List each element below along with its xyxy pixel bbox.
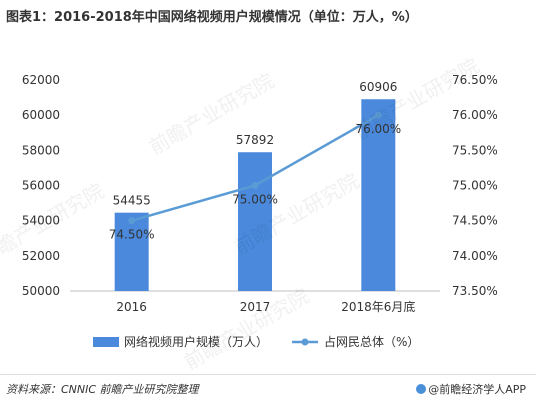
left-axis-tick: 52000: [22, 249, 60, 263]
legend-bar-swatch: [93, 337, 119, 347]
x-axis-tick: 2018年6月底: [341, 299, 415, 314]
left-axis-tick: 60000: [22, 108, 60, 122]
line-point: [128, 217, 136, 225]
source-note: 资料来源：CNNIC 前瞻产业研究院整理: [6, 383, 199, 396]
brand-credit: @前瞻经济学人APP: [416, 381, 526, 397]
left-axis-tick: 50000: [22, 284, 60, 298]
bar-value-label: 60906: [359, 80, 397, 94]
right-axis-tick: 76.50%: [452, 73, 498, 87]
bar-value-label: 57892: [236, 133, 274, 147]
line-value-label: 75.00%: [232, 193, 278, 207]
right-axis-tick: 75.00%: [452, 179, 498, 193]
right-axis-tick: 74.00%: [452, 249, 498, 263]
right-axis-tick: 76.00%: [452, 108, 498, 122]
chart-title: 图表1：2016-2018年中国网络视频用户规模情况（单位：万人，%）: [6, 10, 418, 25]
right-axis-tick: 75.50%: [452, 143, 498, 157]
legend-line-label: 占网民总体（%）: [324, 334, 419, 349]
bar: [238, 152, 272, 291]
brand-text: @前瞻经济学人APP: [428, 383, 526, 396]
watermark: 前瞻产业研究院: [350, 54, 483, 145]
x-axis-tick: 2017: [240, 300, 271, 314]
line-value-label: 74.50%: [109, 228, 155, 242]
line-value-label: 76.00%: [355, 122, 401, 136]
legend-line-marker: [301, 338, 309, 346]
left-axis-tick: 62000: [22, 73, 60, 87]
line-point: [251, 182, 259, 189]
left-axis-tick: 58000: [22, 143, 60, 157]
x-axis-tick: 2016: [116, 300, 147, 314]
brand-logo-icon: [416, 384, 427, 394]
bar: [114, 212, 149, 291]
right-axis-tick: 74.50%: [452, 214, 498, 228]
watermark: 前瞻产业研究院: [180, 284, 313, 375]
right-axis-tick: 73.50%: [452, 284, 498, 298]
left-axis-tick: 56000: [22, 179, 60, 193]
line-point: [374, 111, 382, 119]
legend-bar-label: 网络视频用户规模（万人）: [124, 334, 268, 349]
left-axis-tick: 54000: [22, 214, 60, 228]
footer-divider: [0, 374, 536, 375]
bar: [361, 99, 396, 291]
bar-value-label: 54455: [113, 194, 151, 208]
